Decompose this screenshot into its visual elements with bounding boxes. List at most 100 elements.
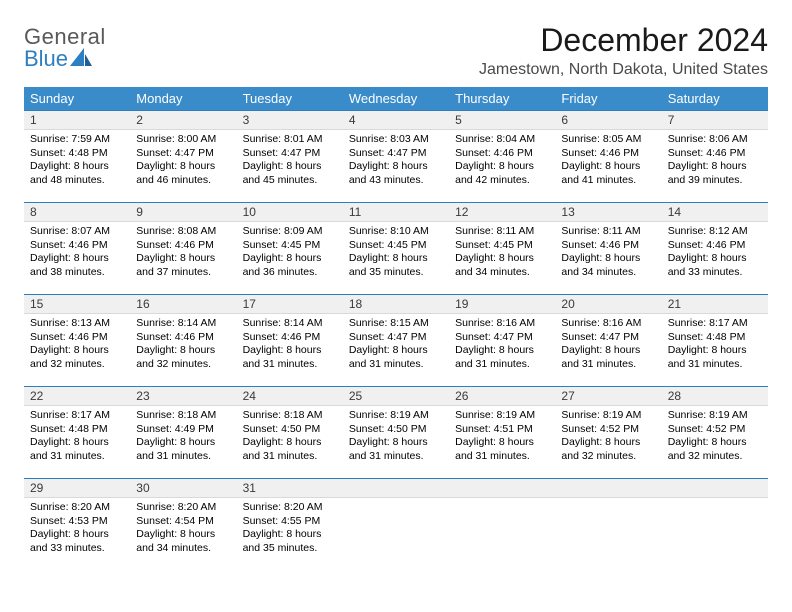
sunset-text: Sunset: 4:48 PM [30,147,124,161]
day-details: Sunrise: 7:59 AMSunset: 4:48 PMDaylight:… [24,130,130,192]
day-number: 13 [555,202,661,222]
calendar-day-cell: 21Sunrise: 8:17 AMSunset: 4:48 PMDayligh… [662,294,768,386]
daylight-text: Daylight: 8 hours and 45 minutes. [243,160,337,187]
daylight-text: Daylight: 8 hours and 35 minutes. [243,528,337,555]
daylight-text: Daylight: 8 hours and 43 minutes. [349,160,443,187]
title-block: December 2024 Jamestown, North Dakota, U… [479,22,768,79]
sunset-text: Sunset: 4:47 PM [561,331,655,345]
day-number: 24 [237,386,343,406]
daylight-text: Daylight: 8 hours and 31 minutes. [455,436,549,463]
day-details: Sunrise: 8:19 AMSunset: 4:50 PMDaylight:… [343,406,449,468]
calendar-day-cell [449,478,555,570]
day-number: 17 [237,294,343,314]
sunrise-text: Sunrise: 8:05 AM [561,133,655,147]
day-number: 1 [24,110,130,130]
brand-text: General Blue [24,26,106,70]
daylight-text: Daylight: 8 hours and 31 minutes. [455,344,549,371]
daylight-text: Daylight: 8 hours and 31 minutes. [30,436,124,463]
sunset-text: Sunset: 4:45 PM [455,239,549,253]
day-number: 19 [449,294,555,314]
sunset-text: Sunset: 4:55 PM [243,515,337,529]
day-number: 11 [343,202,449,222]
weekday-header: Tuesday [237,87,343,110]
day-details: Sunrise: 8:01 AMSunset: 4:47 PMDaylight:… [237,130,343,192]
sunrise-text: Sunrise: 8:18 AM [243,409,337,423]
calendar-day-cell [555,478,661,570]
sunrise-text: Sunrise: 8:19 AM [561,409,655,423]
day-number [343,478,449,498]
sunrise-text: Sunrise: 8:06 AM [668,133,762,147]
sunrise-text: Sunrise: 8:20 AM [30,501,124,515]
sunrise-text: Sunrise: 8:19 AM [349,409,443,423]
calendar-day-cell: 20Sunrise: 8:16 AMSunset: 4:47 PMDayligh… [555,294,661,386]
sunrise-text: Sunrise: 8:03 AM [349,133,443,147]
day-number: 23 [130,386,236,406]
sunrise-text: Sunrise: 8:01 AM [243,133,337,147]
calendar-day-cell: 22Sunrise: 8:17 AMSunset: 4:48 PMDayligh… [24,386,130,478]
day-number: 27 [555,386,661,406]
calendar-day-cell: 2Sunrise: 8:00 AMSunset: 4:47 PMDaylight… [130,110,236,202]
sunrise-text: Sunrise: 8:14 AM [136,317,230,331]
sunset-text: Sunset: 4:45 PM [349,239,443,253]
day-details: Sunrise: 8:05 AMSunset: 4:46 PMDaylight:… [555,130,661,192]
calendar-day-cell: 19Sunrise: 8:16 AMSunset: 4:47 PMDayligh… [449,294,555,386]
sunrise-text: Sunrise: 8:00 AM [136,133,230,147]
sunrise-text: Sunrise: 8:11 AM [455,225,549,239]
daylight-text: Daylight: 8 hours and 48 minutes. [30,160,124,187]
day-details: Sunrise: 8:08 AMSunset: 4:46 PMDaylight:… [130,222,236,284]
sunset-text: Sunset: 4:51 PM [455,423,549,437]
calendar-day-cell: 23Sunrise: 8:18 AMSunset: 4:49 PMDayligh… [130,386,236,478]
sunset-text: Sunset: 4:52 PM [668,423,762,437]
daylight-text: Daylight: 8 hours and 32 minutes. [30,344,124,371]
sunset-text: Sunset: 4:50 PM [243,423,337,437]
sunrise-text: Sunrise: 8:09 AM [243,225,337,239]
sunset-text: Sunset: 4:52 PM [561,423,655,437]
daylight-text: Daylight: 8 hours and 31 minutes. [243,436,337,463]
daylight-text: Daylight: 8 hours and 32 minutes. [136,344,230,371]
calendar-day-cell: 11Sunrise: 8:10 AMSunset: 4:45 PMDayligh… [343,202,449,294]
sunrise-text: Sunrise: 8:14 AM [243,317,337,331]
sunrise-text: Sunrise: 8:10 AM [349,225,443,239]
calendar-day-cell: 30Sunrise: 8:20 AMSunset: 4:54 PMDayligh… [130,478,236,570]
calendar-day-cell: 6Sunrise: 8:05 AMSunset: 4:46 PMDaylight… [555,110,661,202]
daylight-text: Daylight: 8 hours and 42 minutes. [455,160,549,187]
day-details: Sunrise: 8:18 AMSunset: 4:50 PMDaylight:… [237,406,343,468]
day-number: 25 [343,386,449,406]
sunset-text: Sunset: 4:46 PM [30,331,124,345]
day-number: 6 [555,110,661,130]
calendar-day-cell: 17Sunrise: 8:14 AMSunset: 4:46 PMDayligh… [237,294,343,386]
location-text: Jamestown, North Dakota, United States [479,61,768,79]
day-details: Sunrise: 8:11 AMSunset: 4:45 PMDaylight:… [449,222,555,284]
sunset-text: Sunset: 4:46 PM [668,239,762,253]
daylight-text: Daylight: 8 hours and 31 minutes. [349,344,443,371]
day-number: 14 [662,202,768,222]
day-number: 15 [24,294,130,314]
daylight-text: Daylight: 8 hours and 37 minutes. [136,252,230,279]
day-details: Sunrise: 8:16 AMSunset: 4:47 PMDaylight:… [555,314,661,376]
daylight-text: Daylight: 8 hours and 46 minutes. [136,160,230,187]
day-number [449,478,555,498]
sail-icon [70,48,92,70]
daylight-text: Daylight: 8 hours and 31 minutes. [561,344,655,371]
day-number: 2 [130,110,236,130]
daylight-text: Daylight: 8 hours and 39 minutes. [668,160,762,187]
sunrise-text: Sunrise: 8:15 AM [349,317,443,331]
day-number: 16 [130,294,236,314]
day-number: 30 [130,478,236,498]
weekday-header: Monday [130,87,236,110]
day-number: 26 [449,386,555,406]
calendar-page: General Blue December 2024 Jamestown, No… [0,0,792,594]
day-details: Sunrise: 8:04 AMSunset: 4:46 PMDaylight:… [449,130,555,192]
day-number: 31 [237,478,343,498]
day-details: Sunrise: 8:19 AMSunset: 4:52 PMDaylight:… [662,406,768,468]
calendar-day-cell: 14Sunrise: 8:12 AMSunset: 4:46 PMDayligh… [662,202,768,294]
sunset-text: Sunset: 4:46 PM [136,331,230,345]
weekday-header-row: Sunday Monday Tuesday Wednesday Thursday… [24,87,768,110]
day-number: 4 [343,110,449,130]
sunset-text: Sunset: 4:48 PM [30,423,124,437]
sunrise-text: Sunrise: 7:59 AM [30,133,124,147]
header: General Blue December 2024 Jamestown, No… [24,22,768,79]
calendar-day-cell: 25Sunrise: 8:19 AMSunset: 4:50 PMDayligh… [343,386,449,478]
calendar-day-cell: 9Sunrise: 8:08 AMSunset: 4:46 PMDaylight… [130,202,236,294]
calendar-day-cell: 24Sunrise: 8:18 AMSunset: 4:50 PMDayligh… [237,386,343,478]
